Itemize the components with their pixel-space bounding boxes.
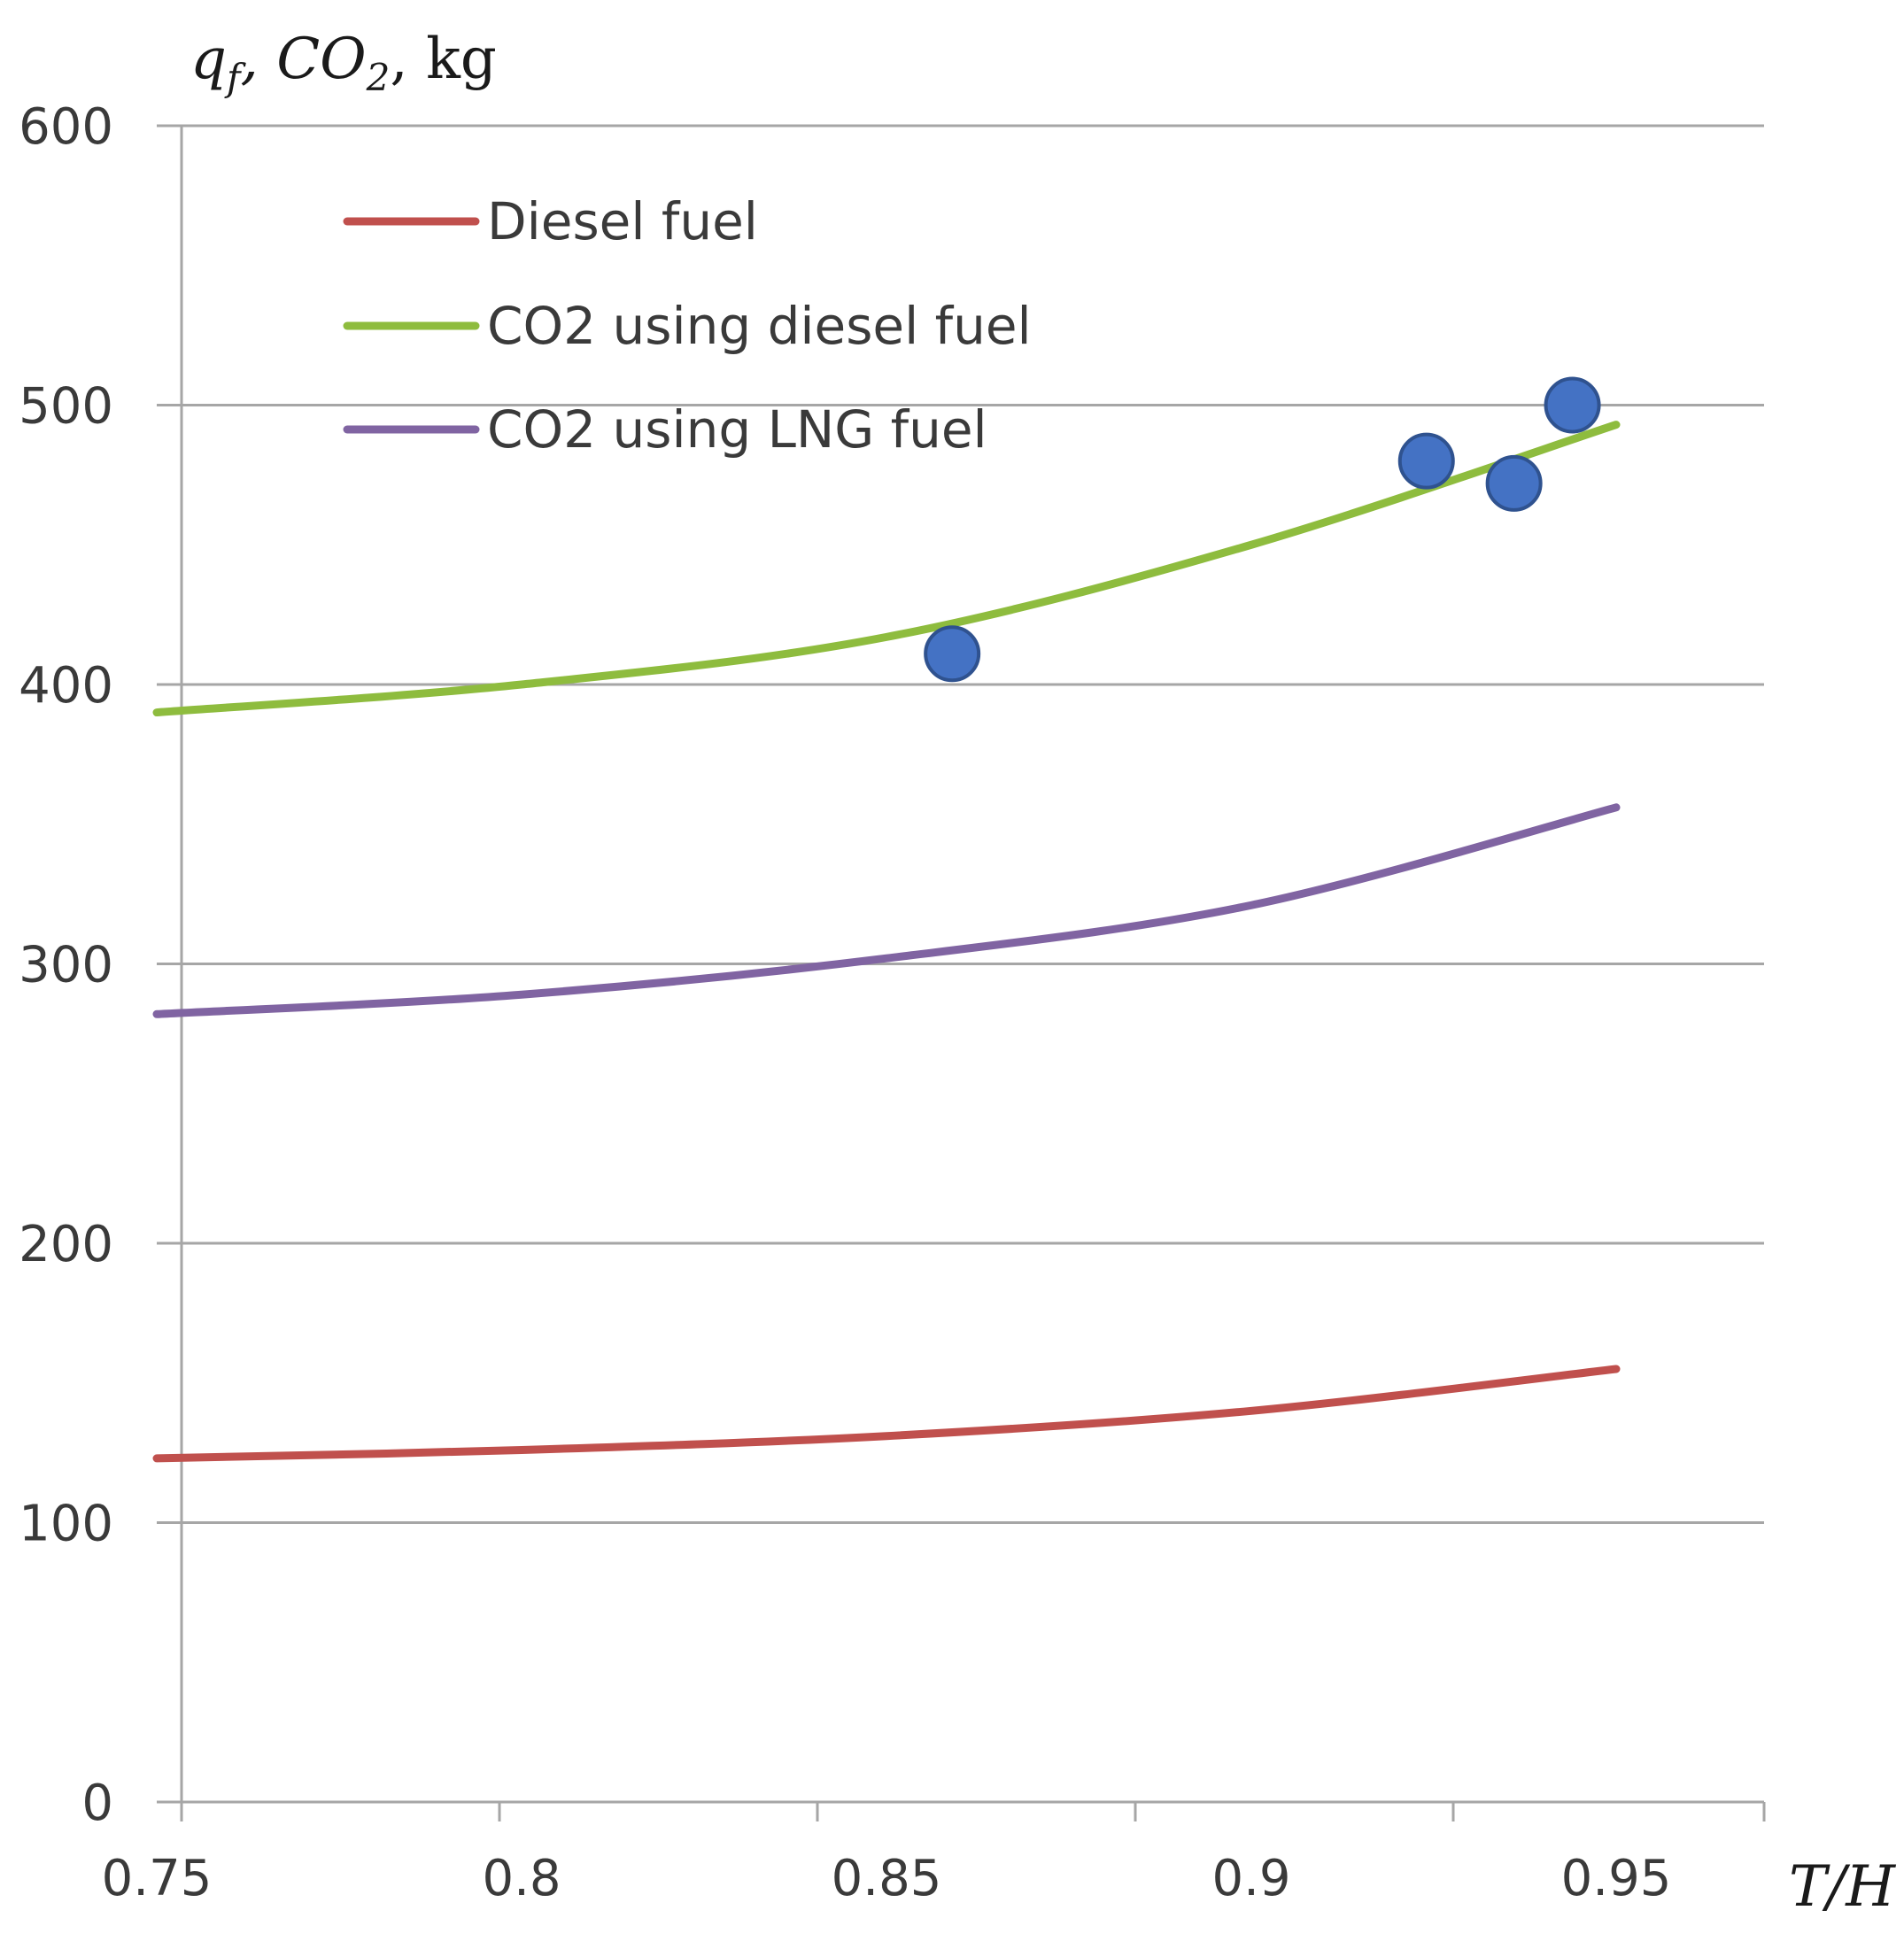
x-axis-title: T/H — [1789, 1854, 1896, 1920]
data-point-marker — [924, 625, 981, 683]
series-line-co2-using-diesel-fuel — [152, 421, 1621, 717]
y-tick-label: 300 — [19, 937, 113, 994]
y-tick-labels: 0 100 200 300 400 500 600 — [19, 98, 113, 1832]
y-tick-label: 500 — [19, 378, 113, 436]
y-tick-label: 0 — [81, 1775, 113, 1832]
y-tick-label: 600 — [19, 98, 113, 156]
data-point-marker — [1397, 432, 1455, 490]
data-point-marker — [1544, 376, 1601, 434]
y-tick-label: 200 — [19, 1216, 113, 1273]
series-line-diesel-fuel — [152, 1365, 1621, 1463]
x-tick-label: 0.85 — [832, 1850, 942, 1907]
gridlines — [157, 124, 1764, 1524]
legend: Diesel fuel CO2 using diesel fuel CO2 usin… — [343, 191, 1032, 460]
y-tick-label: 400 — [19, 657, 113, 715]
y-tick-label: 100 — [19, 1496, 113, 1553]
x-tick-label: 0.75 — [102, 1850, 213, 1907]
legend-label: Diesel fuel — [487, 191, 758, 251]
legend-label: CO2 using LNG fuel — [487, 399, 987, 460]
legend-label: CO2 using diesel fuel — [487, 296, 1032, 356]
y-axis-title: qf, CO2, kg — [190, 27, 497, 99]
data-point-marker — [1485, 454, 1543, 512]
axes — [157, 126, 1766, 1821]
series-line-co2-using-lng-fuel — [152, 803, 1621, 1018]
x-tick-label: 0.95 — [1561, 1850, 1672, 1907]
x-tick-label: 0.9 — [1211, 1850, 1290, 1907]
x-tick-labels: 0.75 0.8 0.85 0.9 0.95 — [102, 1850, 1672, 1907]
x-tick-label: 0.8 — [482, 1850, 561, 1907]
series-lines — [152, 421, 1621, 1463]
data-markers — [924, 376, 1601, 683]
